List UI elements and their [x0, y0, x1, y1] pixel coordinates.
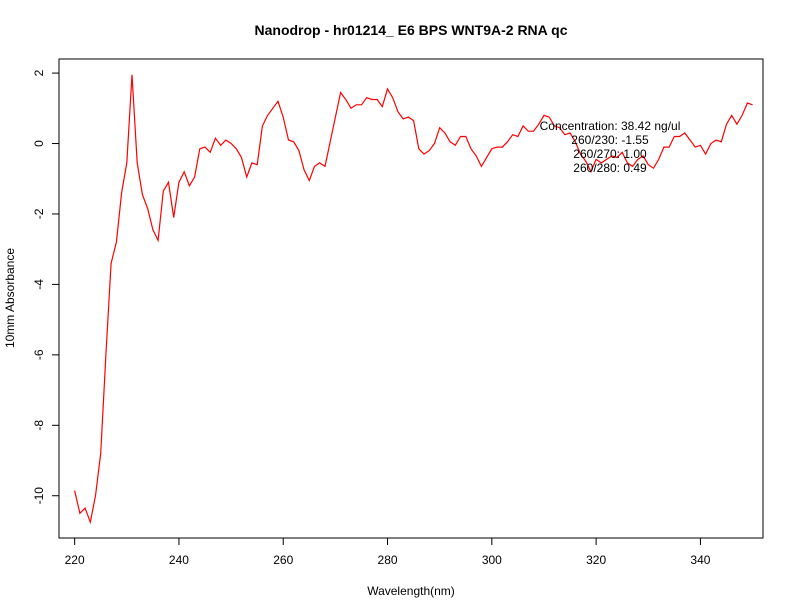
- series-group: [74, 74, 753, 525]
- annotation-line: 260/280: 0.49: [573, 161, 647, 175]
- y-axis-label: 10mm Absorbance: [3, 248, 17, 348]
- x-tick-label: 320: [586, 553, 606, 567]
- y-tick-label: 0: [32, 140, 46, 147]
- y-tick-label: -2: [32, 208, 46, 219]
- x-axis-label: Wavelength(nm): [367, 584, 455, 598]
- x-axis: 220 240 260 280 300 320 340: [65, 537, 711, 567]
- x-tick-label: 340: [690, 553, 710, 567]
- y-tick-label: -6: [32, 349, 46, 360]
- annotation-line: 260/230: -1.55: [571, 133, 649, 147]
- y-tick-label: -4: [32, 279, 46, 290]
- annotation-line: Concentration: 38.42 ng/ul: [540, 119, 681, 133]
- y-tick-label: -8: [32, 420, 46, 431]
- absorbance-line: [74, 74, 753, 525]
- x-tick-label: 220: [65, 553, 85, 567]
- chart-title: Nanodrop - hr01214_ E6 BPS WNT9A-2 RNA q…: [255, 22, 568, 38]
- y-axis: -10 -8 -6 -4 -2 0 2: [32, 69, 60, 505]
- x-tick-label: 260: [273, 553, 293, 567]
- y-tick-label: 2: [32, 69, 46, 76]
- x-tick-label: 240: [169, 553, 189, 567]
- x-tick-label: 300: [482, 553, 502, 567]
- y-tick-label: -10: [32, 487, 46, 505]
- annotation-line: 260/270: 1.00: [573, 147, 647, 161]
- x-tick-label: 280: [378, 553, 398, 567]
